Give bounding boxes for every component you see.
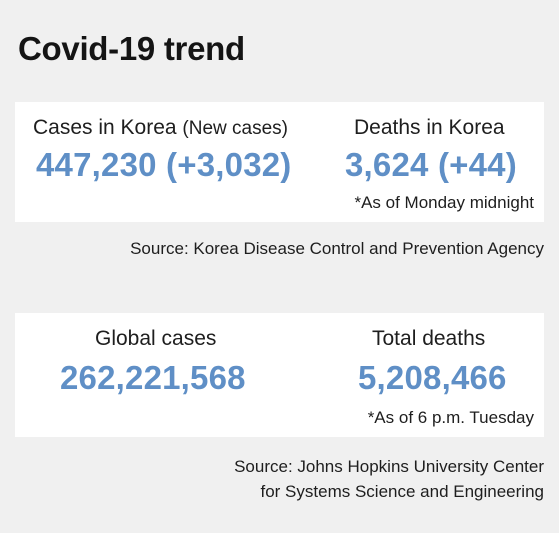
global-cases-label: Global cases xyxy=(95,327,217,350)
global-deaths-value: 5,208,466 xyxy=(358,359,507,396)
korea-source: Source: Korea Disease Control and Preven… xyxy=(130,239,544,258)
korea-cases-label-main: Cases in Korea xyxy=(33,116,177,139)
global-source-line-1: Source: Johns Hopkins University Center xyxy=(234,457,544,476)
korea-cases-label-sub: (New cases) xyxy=(182,118,288,139)
global-as-of-note: *As of 6 p.m. Tuesday xyxy=(367,408,534,427)
global-deaths-label: Total deaths xyxy=(372,327,486,350)
korea-deaths-label: Deaths in Korea xyxy=(354,116,505,139)
korea-cases-label: Cases in Korea (New cases) xyxy=(33,116,288,140)
page-title: Covid-19 trend xyxy=(18,30,245,67)
korea-as-of-note: *As of Monday midnight xyxy=(354,193,534,212)
global-cases-value: 262,221,568 xyxy=(60,359,246,396)
korea-cases-value: 447,230 (+3,032) xyxy=(36,146,292,183)
global-stats-card: Global cases Total deaths 262,221,568 5,… xyxy=(15,313,544,437)
korea-stats-card: Cases in Korea (New cases) Deaths in Kor… xyxy=(15,102,544,222)
global-source-line-2: for Systems Science and Engineering xyxy=(260,482,545,501)
korea-deaths-value: 3,624 (+44) xyxy=(345,146,517,183)
